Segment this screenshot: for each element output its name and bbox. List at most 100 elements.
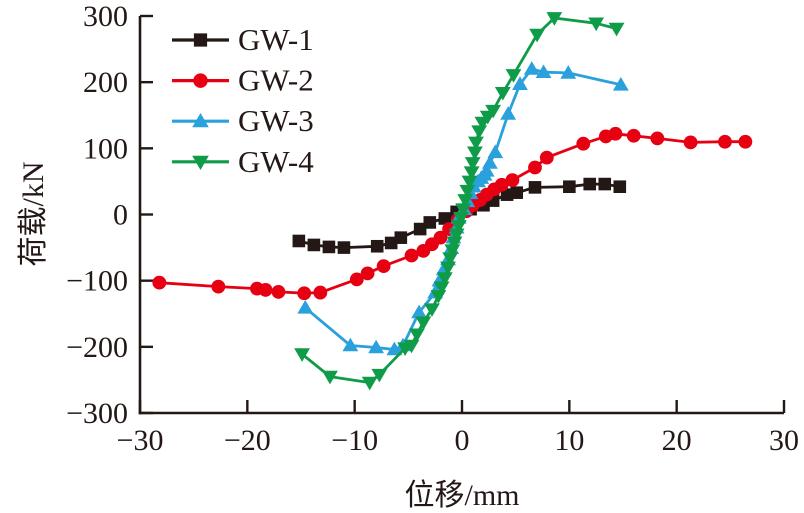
series-gw-4-marker [444, 244, 461, 259]
series-gw-2-marker [650, 131, 665, 146]
series-gw-3-marker [478, 163, 495, 177]
series-gw-2-marker [626, 128, 641, 143]
series-gw-3-marker [297, 299, 314, 314]
series-gw-4-marker [424, 303, 440, 317]
series-gw-4-marker [453, 212, 469, 226]
series-gw-2-marker [258, 283, 273, 297]
series-gw-4-marker [433, 281, 450, 296]
legend-marker-gw-4 [192, 155, 209, 170]
series-gw-1-marker [292, 234, 306, 248]
series-gw-3-marker [411, 304, 427, 319]
series-gw-4-marker [442, 252, 459, 266]
series-gw-4-marker [446, 236, 463, 251]
series-gw-2-marker [349, 272, 364, 287]
series-gw-3-marker [535, 64, 552, 79]
series-gw-2-marker [211, 279, 226, 294]
series-gw-1-marker [370, 239, 384, 253]
x-tick-label: 0 [455, 424, 470, 457]
legend-label-gw-2: GW-2 [238, 63, 314, 98]
series-gw-3-marker [560, 65, 577, 79]
series-gw-4-marker [485, 104, 502, 119]
series-gw-4-marker [505, 69, 522, 83]
series-gw-1-marker [337, 241, 351, 254]
series-gw-4-marker [468, 136, 484, 151]
series-gw-4-marker [450, 219, 467, 234]
series-gw-4-marker [371, 368, 388, 383]
series-gw-2-marker [376, 259, 391, 274]
series-gw-4-marker [403, 339, 420, 354]
series-gw-4-marker [459, 184, 476, 199]
legend-label-gw-1: GW-1 [238, 22, 314, 57]
series-gw-4-marker [361, 376, 378, 391]
series-gw-2-marker [608, 126, 623, 141]
series-gw-3-marker [386, 341, 403, 356]
y-tick-label: 300 [83, 0, 128, 33]
series-gw-1-marker [510, 186, 524, 199]
x-axis-title: 位移/mm [404, 479, 520, 512]
y-tick-label: −300 [66, 397, 128, 430]
series-gw-1-marker [384, 236, 398, 250]
series-gw-3-marker [342, 337, 359, 352]
y-axis-title: 荷载/kN [17, 161, 50, 267]
series-gw-3-marker [612, 77, 629, 91]
series-gw-4-marker [409, 328, 425, 343]
series-gw-2-marker [494, 177, 509, 192]
y-tick-label: 100 [83, 132, 128, 165]
series-gw-1-marker [500, 188, 514, 201]
series-gw-3-marker [523, 61, 540, 75]
legend-marker-gw-1 [193, 33, 208, 47]
series-gw-1-marker [322, 240, 336, 254]
series-gw-4-marker [322, 370, 338, 385]
series-gw-4-marker [455, 203, 471, 218]
y-tick-label: 200 [83, 66, 128, 99]
legend-marker-gw-2 [193, 73, 208, 88]
y-tick-label: 0 [113, 199, 128, 232]
series-gw-1-marker [528, 181, 542, 194]
series-gw-2-marker [738, 134, 753, 149]
series-gw-4-marker [457, 194, 474, 208]
series-gw-4-marker [294, 348, 310, 362]
series-gw-1-marker [613, 180, 627, 194]
series-gw-4-marker [415, 316, 432, 331]
series-gw-3-marker [500, 106, 517, 120]
series-gw-2-marker [576, 136, 591, 151]
series-gw-4-marker [529, 28, 546, 43]
series-gw-1-marker [598, 177, 612, 191]
series-gw-4-marker [608, 22, 625, 37]
series-gw-1-marker [394, 231, 408, 244]
series-gw-1-marker [423, 216, 437, 229]
series-gw-4-marker [436, 272, 453, 286]
legend-label-gw-3: GW-3 [238, 103, 314, 138]
x-tick-label: −20 [224, 424, 271, 457]
series-gw-3-marker [368, 339, 385, 354]
series-gw-3-marker [487, 144, 504, 159]
series-gw-4-marker [448, 228, 465, 243]
series-gw-1-marker [563, 180, 576, 194]
legend-label-gw-4: GW-4 [238, 144, 314, 179]
y-tick-label: −100 [66, 265, 128, 298]
y-tick-label: −200 [66, 331, 128, 364]
series-gw-2-marker [433, 230, 448, 245]
series-gw-2-marker [313, 285, 328, 300]
series-gw-4-marker [466, 146, 483, 161]
series-gw-2-marker [683, 135, 698, 150]
series-gw-4-marker [464, 157, 481, 171]
series-gw-4-marker [440, 261, 456, 276]
series-gw-2-marker [505, 173, 520, 187]
series-gw-4-marker [546, 12, 563, 26]
series-gw-2-marker [718, 134, 732, 149]
series-gw-1-marker [438, 212, 452, 225]
series-gw-4-marker [588, 17, 605, 32]
x-tick-label: 10 [554, 424, 584, 457]
series-gw-2-marker [539, 150, 554, 165]
series-gw-2-marker [152, 275, 167, 290]
series-gw-4-marker [461, 175, 478, 190]
x-tick-label: −30 [117, 424, 164, 457]
series-gw-2-marker [360, 266, 375, 281]
series-gw-2-marker [404, 248, 419, 263]
x-tick-label: 30 [769, 424, 799, 457]
series-gw-3-marker [512, 76, 528, 90]
x-tick-label: −10 [331, 424, 378, 457]
